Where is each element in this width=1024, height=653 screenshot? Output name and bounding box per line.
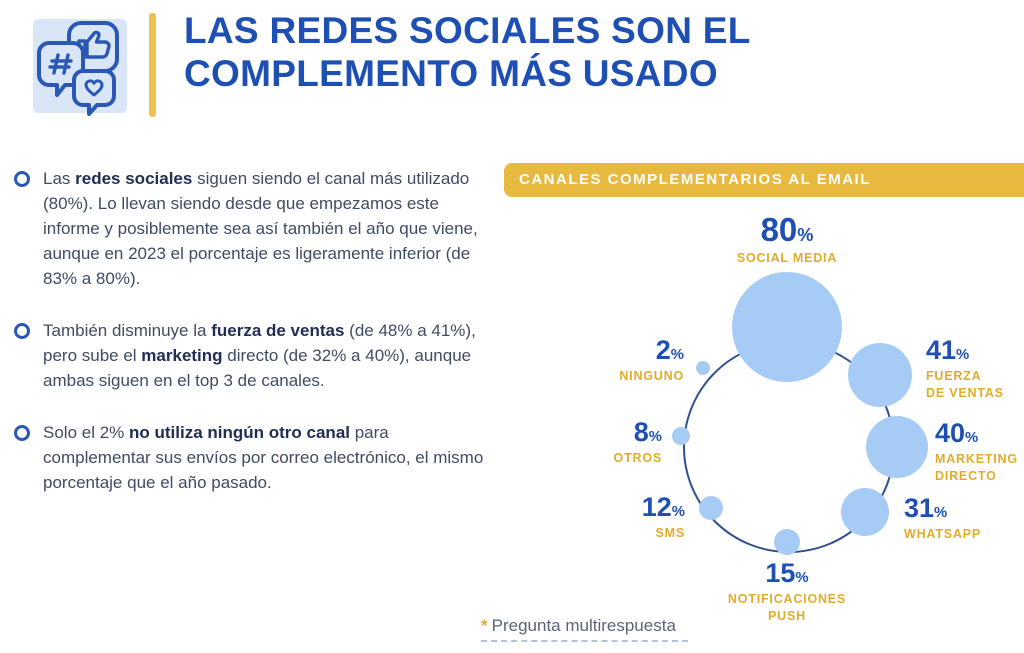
label-ninguno: 2% NINGUNO xyxy=(544,337,684,385)
footnote-asterisk: * xyxy=(481,616,488,635)
label-otros: 8% OTROS xyxy=(522,419,662,467)
bubble-whatsapp xyxy=(841,488,889,536)
value-marketing-directo: 40% xyxy=(935,418,979,448)
chart-title-banner: CANALES COMPLEMENTARIOS AL EMAIL xyxy=(504,163,1024,197)
page-title-line-2: COMPLEMENTO MÁS USADO xyxy=(184,53,718,94)
heart-bubble-icon xyxy=(72,69,116,116)
category-ninguno: NINGUNO xyxy=(619,369,684,383)
footnote-dashed-underline xyxy=(481,640,688,642)
category-notificaciones-push: NOTIFICACIONES PUSH xyxy=(727,592,847,623)
bubble-notificaciones-push xyxy=(774,529,800,555)
label-fuerza-de-ventas: 41% FUERZA DE VENTAS xyxy=(926,337,1024,402)
intro-bullets: Las redes sociales siguen siendo el cana… xyxy=(14,166,492,522)
bullet-item: También disminuye la fuerza de ventas (d… xyxy=(14,318,492,393)
title-accent-bar xyxy=(149,13,156,117)
category-whatsapp: WHATSAPP xyxy=(904,527,981,541)
label-social-media: 80% SOCIAL MEDIA xyxy=(687,213,887,267)
social-media-icon xyxy=(33,19,127,116)
heart-icon xyxy=(84,79,104,97)
category-marketing-directo: MARKETING DIRECTO xyxy=(935,452,1018,483)
bullet-circle-icon xyxy=(14,425,30,441)
label-whatsapp: 31% WHATSAPP xyxy=(904,495,1019,543)
chart-footnote: * Pregunta multirespuesta xyxy=(481,616,676,636)
hashtag-icon xyxy=(48,53,73,75)
bubble-fuerza-de-ventas xyxy=(848,343,912,407)
value-notificaciones-push: 15% xyxy=(765,558,809,588)
bullet-text: Solo el 2% no utiliza ningún otro canal … xyxy=(43,423,484,492)
value-social-media: 80% xyxy=(760,211,814,248)
label-notificaciones-push: 15% NOTIFICACIONES PUSH xyxy=(687,560,887,625)
category-fuerza-de-ventas: FUERZA DE VENTAS xyxy=(926,369,1004,400)
bubble-social-media xyxy=(732,272,842,382)
value-fuerza-de-ventas: 41% xyxy=(926,335,970,365)
speech-bubbles-icon xyxy=(37,21,119,116)
bubble-otros xyxy=(672,427,690,445)
page-title: LAS REDES SOCIALES SON EL COMPLEMENTO MÁ… xyxy=(184,9,751,95)
bullet-text: Las redes sociales siguen siendo el cana… xyxy=(43,169,478,288)
category-otros: OTROS xyxy=(613,451,662,465)
footnote-text: Pregunta multirespuesta xyxy=(491,616,676,635)
value-otros: 8% xyxy=(633,417,662,447)
bullet-circle-icon xyxy=(14,323,30,339)
bullet-circle-icon xyxy=(14,171,30,187)
bullet-item: Solo el 2% no utiliza ningún otro canal … xyxy=(14,420,492,495)
value-sms: 12% xyxy=(641,492,685,522)
page-title-line-1: LAS REDES SOCIALES SON EL xyxy=(184,10,751,51)
value-whatsapp: 31% xyxy=(904,493,948,523)
bullet-text: También disminuye la fuerza de ventas (d… xyxy=(43,321,476,390)
bullet-item: Las redes sociales siguen siendo el cana… xyxy=(14,166,492,291)
category-social-media: SOCIAL MEDIA xyxy=(736,251,838,265)
bubble-ninguno xyxy=(696,361,710,375)
category-sms: SMS xyxy=(655,526,685,540)
value-ninguno: 2% xyxy=(655,335,684,365)
bubble-marketing-directo xyxy=(866,416,928,478)
label-marketing-directo: 40% MARKETING DIRECTO xyxy=(935,420,1024,485)
label-sms: 12% SMS xyxy=(545,494,685,542)
bubble-sms xyxy=(699,496,723,520)
